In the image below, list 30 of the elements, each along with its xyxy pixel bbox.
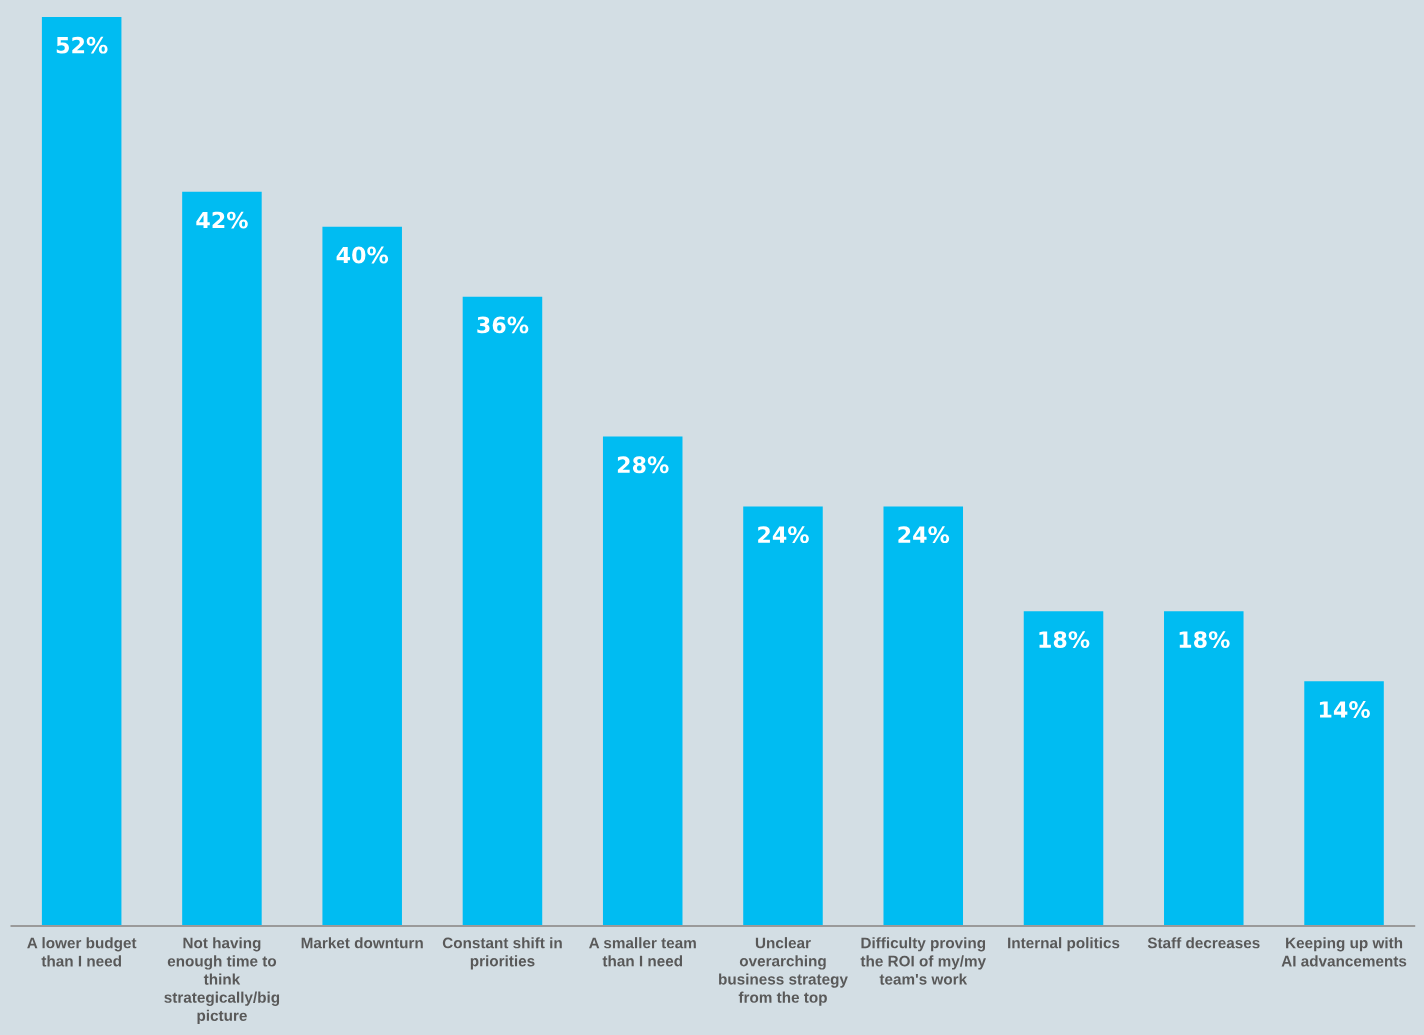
x-tick-label: A smaller team than I need <box>589 937 696 967</box>
bar <box>1164 611 1244 927</box>
bar <box>462 296 543 927</box>
bar <box>602 436 683 927</box>
x-tick-label: Market downturn <box>301 937 423 949</box>
data-label: 42% <box>196 211 248 229</box>
data-label: 52% <box>56 36 108 54</box>
bar <box>883 506 964 927</box>
data-label: 18% <box>1179 631 1230 648</box>
data-label: 28% <box>617 456 669 474</box>
bar <box>743 506 823 927</box>
bar <box>322 226 402 927</box>
x-tick-label: A lower budget than I need <box>27 937 137 967</box>
bar <box>182 191 262 927</box>
bar <box>41 16 122 927</box>
x-tick-label: Not having enough time to think strategically/big picture <box>164 937 280 1025</box>
data-label: 18% <box>1039 631 1090 648</box>
data-label: 24% <box>758 526 809 544</box>
data-label: 14% <box>1319 701 1370 718</box>
x-tick-label: Staff decreases <box>1147 937 1260 949</box>
x-tick-label: Unclear overarching business strategy from the top <box>719 937 848 1006</box>
x-tick-label: Constant shift in priorities <box>442 937 562 970</box>
x-tick-label: Internal politics <box>1008 937 1120 952</box>
x-tick-label: Keeping up with AI advancements <box>1281 937 1407 967</box>
data-label: 40% <box>336 246 389 264</box>
data-label: 36% <box>477 316 529 334</box>
data-label: 24% <box>898 526 950 544</box>
x-tick-label: Difficulty proving the ROI of my/my team's work <box>860 937 986 985</box>
bar <box>1304 681 1384 927</box>
bar <box>1023 611 1104 927</box>
